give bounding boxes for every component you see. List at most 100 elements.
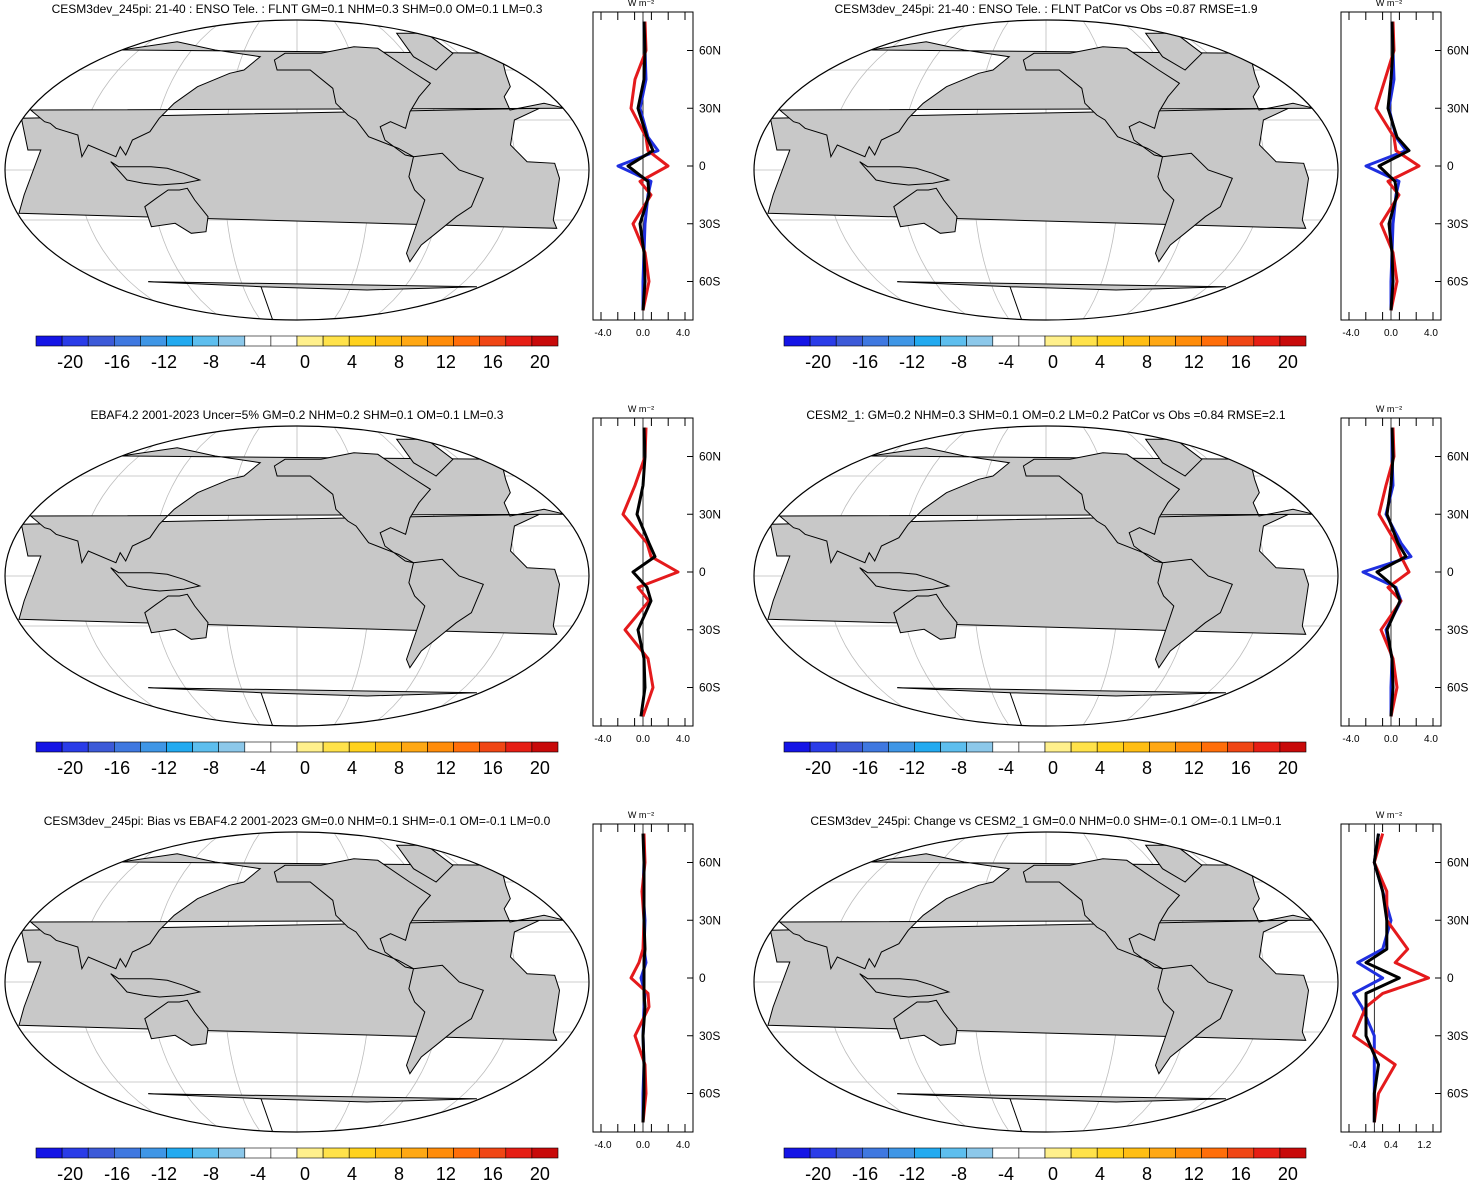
colorbar-label: 16 bbox=[1231, 352, 1251, 372]
colorbar-cell bbox=[1044, 335, 1072, 347]
colorbar-cell bbox=[940, 335, 967, 347]
colorbar-cell bbox=[87, 335, 115, 347]
map-outline bbox=[4, 425, 590, 727]
colorbar-label: 20 bbox=[1278, 758, 1298, 778]
colorbar-label: -20 bbox=[57, 758, 83, 778]
profile-lat-label: 60N bbox=[699, 44, 721, 58]
continent-indonesia bbox=[110, 973, 202, 998]
colorbar-cell bbox=[531, 335, 559, 347]
colorbar-cell bbox=[374, 335, 402, 347]
continent-namerica bbox=[1022, 46, 1181, 158]
colorbar-cell bbox=[783, 1147, 811, 1159]
colorbar-cell bbox=[888, 335, 915, 347]
colorbar-cell bbox=[1070, 1147, 1098, 1159]
colorbar-label: 16 bbox=[483, 352, 503, 372]
profile-lat-label: 30N bbox=[699, 507, 721, 521]
colorbar-cell bbox=[861, 1147, 889, 1159]
profile-x-label: -4.0 bbox=[594, 734, 612, 745]
colorbar-cell bbox=[1096, 1147, 1124, 1159]
colorbar-cell bbox=[114, 335, 141, 347]
panel-title: CESM3dev_245pi: Bias vs EBAF4.2 2001-202… bbox=[44, 814, 551, 828]
colorbar-cell bbox=[1044, 741, 1072, 753]
colorbar-cell bbox=[244, 741, 272, 753]
profile-x-label: 0.0 bbox=[636, 734, 650, 745]
profile-lat-label: 0 bbox=[1447, 971, 1454, 985]
colorbar-cell bbox=[166, 741, 193, 753]
colorbar-label: 16 bbox=[1231, 758, 1251, 778]
colorbar-cell bbox=[166, 1147, 193, 1159]
colorbar-cell bbox=[992, 741, 1020, 753]
panel-title: CESM3dev_245pi: 21-40 : ENSO Tele. : FLN… bbox=[52, 2, 543, 16]
continent-samerica bbox=[405, 558, 484, 669]
colorbar-label: -4 bbox=[998, 352, 1014, 372]
colorbar-label: 8 bbox=[1142, 352, 1152, 372]
profile-x-label: 0.0 bbox=[1384, 328, 1398, 339]
map-body bbox=[5, 426, 589, 726]
profile-lat-label: 30N bbox=[699, 101, 721, 115]
colorbar-label: 0 bbox=[300, 352, 310, 372]
colorbar-label: 4 bbox=[1095, 1164, 1105, 1184]
colorbar-cell bbox=[1123, 1147, 1150, 1159]
colorbar-cell bbox=[888, 1147, 915, 1159]
profile-lat-label: 60N bbox=[1447, 44, 1469, 58]
colorbar-cell bbox=[453, 741, 481, 753]
colorbar-label: -12 bbox=[151, 352, 177, 372]
continent-australia bbox=[893, 593, 958, 640]
continent-indonesia bbox=[859, 161, 951, 186]
colorbar-label: -8 bbox=[203, 758, 219, 778]
profile-x-label: 4.0 bbox=[676, 1140, 690, 1151]
colorbar-label: -16 bbox=[852, 758, 878, 778]
profile-x-label: -4.0 bbox=[1342, 734, 1360, 745]
colorbar-label: 8 bbox=[394, 1164, 404, 1184]
colorbar-label: 20 bbox=[530, 758, 550, 778]
colorbar-cell bbox=[1096, 741, 1124, 753]
colorbar-cell bbox=[35, 1147, 63, 1159]
colorbar-cell bbox=[114, 1147, 141, 1159]
colorbar-label: 12 bbox=[436, 352, 456, 372]
colorbar-label: 4 bbox=[1095, 758, 1105, 778]
colorbar-cell bbox=[1201, 335, 1228, 347]
colorbar-label: -4 bbox=[250, 758, 266, 778]
continent-australia bbox=[144, 593, 209, 640]
profile-lat-label: 30N bbox=[699, 913, 721, 927]
colorbar-cell bbox=[166, 335, 193, 347]
colorbar-cell bbox=[296, 1147, 324, 1159]
colorbar-cell bbox=[1227, 1147, 1255, 1159]
colorbar-cell bbox=[140, 1147, 167, 1159]
colorbar-cell bbox=[1279, 741, 1307, 753]
colorbar-cell bbox=[1044, 1147, 1072, 1159]
colorbar-cell bbox=[783, 741, 811, 753]
panel-title: CESM3dev_245pi: 21-40 : ENSO Tele. : FLN… bbox=[834, 2, 1257, 16]
panel-2: CESM3dev_245pi: 21-40 : ENSO Tele. : FLN… bbox=[753, 0, 1469, 372]
colorbar-cell bbox=[270, 335, 298, 347]
continent-indonesia bbox=[859, 973, 951, 998]
profile-x-label: 0.0 bbox=[636, 328, 650, 339]
colorbar-label: 12 bbox=[436, 758, 456, 778]
profile-units: W m⁻² bbox=[628, 0, 654, 8]
colorbar-cell bbox=[1175, 1147, 1202, 1159]
map-outline bbox=[4, 19, 590, 321]
colorbar-cell bbox=[809, 741, 837, 753]
colorbar-cell bbox=[192, 335, 220, 347]
colorbar-cell bbox=[114, 741, 141, 753]
profile-x-label: -4.0 bbox=[594, 328, 612, 339]
profile-x-label: -4.0 bbox=[1342, 328, 1360, 339]
colorbar-cell bbox=[505, 1147, 533, 1159]
colorbar-cell bbox=[914, 1147, 941, 1159]
profile-lat-label: 0 bbox=[699, 159, 706, 173]
profile-x-label: 0.4 bbox=[1384, 1140, 1398, 1151]
colorbar-cell bbox=[940, 741, 967, 753]
profile-lat-label: 30S bbox=[699, 623, 720, 637]
colorbar-label: 8 bbox=[1142, 1164, 1152, 1184]
colorbar-cell bbox=[322, 335, 350, 347]
colorbar-label: -4 bbox=[998, 1164, 1014, 1184]
profile-series-black bbox=[631, 427, 657, 717]
colorbar-cell bbox=[296, 741, 324, 753]
colorbar-cell bbox=[783, 335, 811, 347]
panel-title: CESM2_1: GM=0.2 NHM=0.3 SHM=0.1 OM=0.2 L… bbox=[806, 408, 1286, 422]
profile-lat-label: 60N bbox=[699, 856, 721, 870]
colorbar-cell bbox=[1201, 741, 1228, 753]
colorbar-cell bbox=[1149, 1147, 1176, 1159]
colorbar-cell bbox=[966, 1147, 994, 1159]
colorbar-cell bbox=[1149, 741, 1176, 753]
